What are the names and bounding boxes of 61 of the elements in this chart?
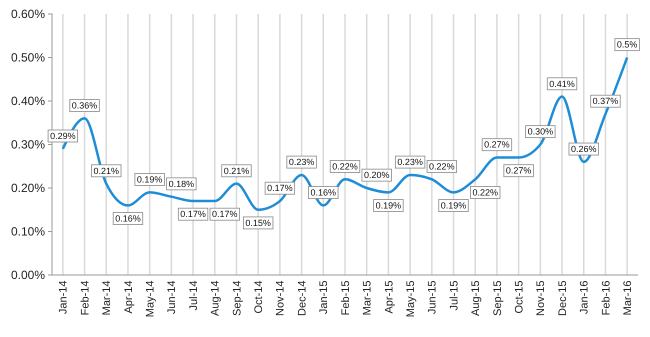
data-label: 0.16% [115, 214, 141, 224]
y-tick-label: 0.00% [10, 268, 46, 282]
data-label: 0.18% [168, 178, 194, 189]
x-tick-label: Jan-14 [58, 280, 70, 314]
data-label: 0.37% [592, 96, 618, 106]
x-tick-label: Aug-14 [210, 280, 222, 316]
y-tick-label: 0.50% [10, 50, 46, 64]
data-label: 0.19% [136, 174, 162, 184]
x-tick-label: Dec-15 [556, 280, 569, 316]
data-label: 0.29% [50, 131, 76, 141]
data-label: 0.27% [484, 140, 510, 150]
data-label: 0.17% [212, 209, 238, 220]
data-label: 0.23% [288, 157, 314, 168]
data-label: 0.17% [267, 183, 293, 194]
x-tick-label: Jan-16 [578, 280, 591, 314]
data-label: 0.26% [570, 144, 597, 154]
data-label: 0.22% [332, 161, 358, 172]
x-tick-label: Jul-15 [448, 280, 460, 310]
x-tick-label: Apr-15 [383, 280, 396, 314]
y-tick-label: 0.40% [10, 94, 46, 108]
x-tick-label: Mar-15 [362, 280, 374, 316]
data-label: 0.22% [429, 161, 455, 172]
x-tick-label: Oct-14 [253, 280, 266, 314]
x-tick-label: Jul-14 [188, 280, 200, 310]
x-tick-label: Oct-15 [513, 280, 526, 314]
data-label: 0.21% [224, 166, 250, 176]
x-tick-label: Nov-15 [535, 280, 548, 316]
y-tick-label: 0.60% [10, 6, 46, 21]
y-tick-label: 0.30% [10, 137, 46, 152]
x-tick-label: Feb-16 [600, 280, 612, 316]
y-tick-label: 0.10% [10, 224, 46, 238]
data-label: 0.15% [245, 218, 271, 228]
data-label: 0.5% [616, 40, 638, 50]
x-tick-label: Jan-15 [318, 280, 330, 314]
data-label: 0.19% [440, 200, 466, 210]
x-tick-label: Sep-14 [231, 280, 244, 316]
x-tick-label: Dec-14 [296, 280, 308, 316]
x-tick-label: Apr-14 [122, 280, 135, 314]
x-tick-label: Mar-14 [101, 280, 114, 316]
x-tick-label: Nov-14 [274, 280, 287, 316]
x-tick-label: May-14 [144, 280, 157, 318]
x-tick-label: Jun-14 [166, 280, 178, 314]
x-tick-label: May-15 [404, 280, 417, 318]
x-tick-label: Jun-15 [426, 280, 439, 314]
data-label: 0.16% [310, 188, 336, 198]
data-label: 0.21% [93, 166, 120, 176]
x-tick-label: Mar-16 [622, 280, 634, 316]
x-tick-label: Sep-15 [492, 280, 504, 316]
x-tick-label: Feb-14 [79, 280, 92, 316]
y-tick-label: 0.20% [10, 180, 46, 195]
data-label: 0.36% [72, 100, 98, 111]
data-label: 0.27% [506, 166, 532, 176]
data-label: 0.30% [528, 126, 554, 137]
data-label: 0.22% [472, 187, 498, 198]
x-tick-label: Feb-15 [340, 280, 352, 316]
data-label: 0.20% [364, 170, 390, 180]
data-label: 0.23% [397, 157, 423, 168]
x-tick-label: Aug-15 [470, 280, 482, 316]
data-label: 0.19% [376, 200, 402, 210]
data-label: 0.41% [549, 78, 575, 89]
data-label: 0.17% [180, 209, 206, 220]
